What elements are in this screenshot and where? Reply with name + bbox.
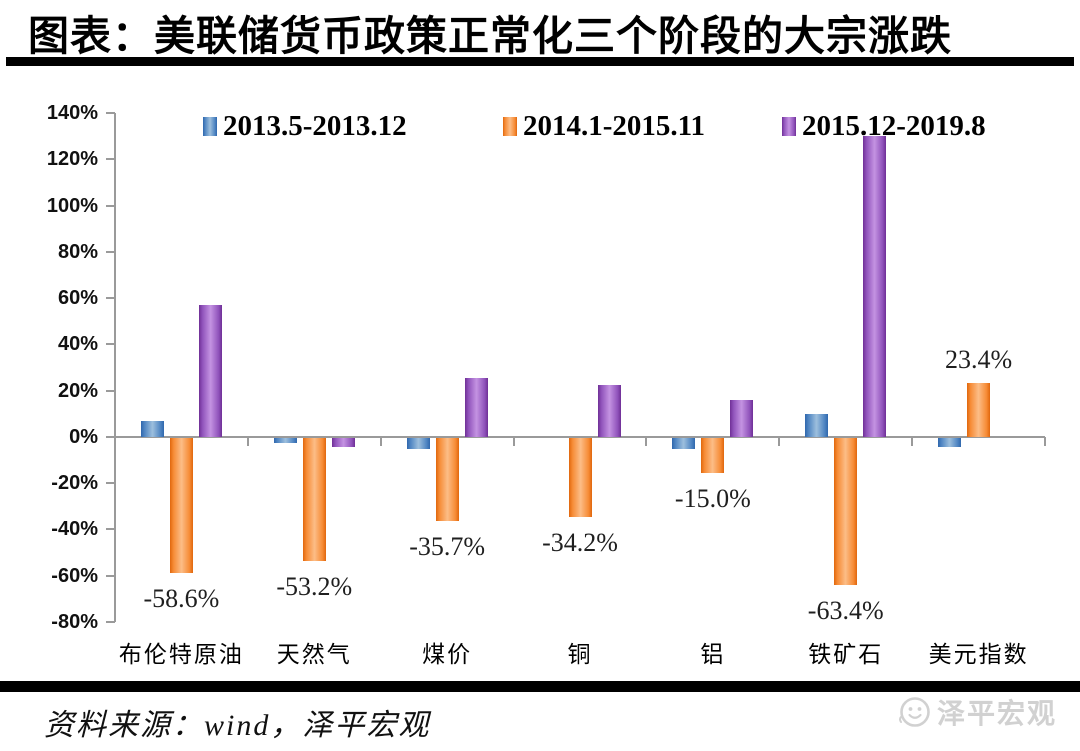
x-axis-zero-line (115, 435, 1045, 438)
title-divider (6, 57, 1074, 66)
legend-swatch-icon (503, 116, 517, 136)
x-axis-tick (379, 436, 382, 446)
bar-series2-4 (597, 384, 621, 437)
bar-series0-6 (805, 413, 829, 437)
y-axis-tick (106, 389, 115, 392)
category-label: 煤价 (422, 642, 473, 667)
y-axis-tick (106, 297, 115, 300)
legend-swatch-icon (782, 116, 796, 136)
y-axis-label: 140% (46, 102, 98, 124)
data-label: -15.0% (674, 483, 751, 513)
bottom-divider (0, 681, 1080, 692)
x-axis-tick (246, 436, 249, 446)
category-label: 铝 (700, 642, 726, 667)
y-axis-tick (106, 158, 115, 161)
data-label: -63.4% (807, 595, 884, 625)
category-label: 天然气 (276, 642, 352, 667)
legend-swatch-icon (203, 116, 217, 136)
y-axis-tick (106, 574, 115, 577)
legend-item-2: 2014.1-2015.11 (503, 111, 705, 141)
bar-series2-3 (464, 377, 488, 437)
zeping-logo-icon (899, 697, 930, 727)
x-axis-tick (512, 436, 515, 446)
bar-series0-7 (938, 437, 962, 448)
bar-series2-5 (730, 399, 754, 437)
y-axis-tick (106, 435, 115, 438)
y-axis-label: 100% (46, 194, 98, 217)
x-axis-tick (114, 436, 116, 446)
bar-series1-2 (302, 437, 326, 561)
y-axis-label: 120% (46, 148, 98, 171)
bar-series1-1 (169, 437, 193, 574)
y-axis-label: 0% (69, 425, 98, 448)
bar-series2-2 (331, 437, 355, 448)
legend-label: 2014.1-2015.11 (523, 110, 706, 142)
y-axis-tick (106, 528, 115, 531)
data-label: -34.2% (542, 528, 618, 558)
x-axis-tick (1044, 436, 1046, 446)
bar-series0-3 (406, 437, 430, 450)
legend-label: 2015.12-2019.8 (802, 110, 986, 142)
category-label: 铁矿石 (808, 642, 884, 667)
bar-series1-7 (967, 382, 991, 437)
bar-series1-4 (568, 437, 592, 518)
y-axis-tick (106, 621, 115, 623)
x-axis-tick (645, 436, 648, 446)
y-axis-tick (106, 482, 115, 485)
source-note: 资料来源：wind，泽平宏观 (44, 709, 431, 742)
bar-series0-5 (672, 437, 696, 450)
data-label: -58.6% (143, 584, 220, 614)
y-axis-label: 20% (57, 379, 98, 402)
legend-item-3: 2015.12-2019.8 (782, 111, 986, 141)
x-axis-tick (778, 436, 781, 446)
y-axis-label: -40% (51, 518, 98, 541)
y-axis-label: 80% (57, 240, 98, 263)
bar-series1-5 (701, 437, 725, 473)
y-axis-tick (106, 204, 115, 207)
y-axis-line (114, 113, 116, 622)
category-label: 布伦特原油 (118, 642, 244, 667)
y-axis-label: -20% (51, 472, 98, 495)
y-axis-tick (106, 343, 115, 346)
bar-series0-2 (273, 437, 297, 443)
watermark: 泽平宏观 (898, 692, 1057, 732)
y-axis-tick (106, 112, 115, 114)
data-label: -53.2% (276, 571, 353, 601)
y-axis-label: 60% (57, 287, 98, 310)
y-axis-label: 40% (57, 333, 98, 356)
page-title: 图表：美联储货币政策正常化三个阶段的大宗涨跌 (28, 13, 952, 59)
y-axis-tick (106, 250, 115, 253)
legend-item-1: 2013.5-2013.12 (203, 111, 407, 141)
bar-series0-1 (140, 420, 164, 437)
category-label: 铜 (567, 642, 593, 667)
data-label: -35.7% (409, 531, 486, 561)
bar-series1-6 (834, 437, 858, 585)
category-label: 美元指数 (928, 642, 1029, 667)
legend-label: 2013.5-2013.12 (223, 110, 407, 142)
watermark-label: 泽平宏观 (937, 698, 1058, 729)
x-axis-tick (911, 436, 914, 446)
bar-series1-3 (435, 437, 459, 521)
bar-series2-6 (863, 136, 887, 437)
y-axis-label: -80% (51, 611, 98, 633)
y-axis-label: -60% (51, 564, 98, 587)
data-label: 23.4% (944, 344, 1013, 374)
bar-series2-1 (198, 305, 222, 437)
